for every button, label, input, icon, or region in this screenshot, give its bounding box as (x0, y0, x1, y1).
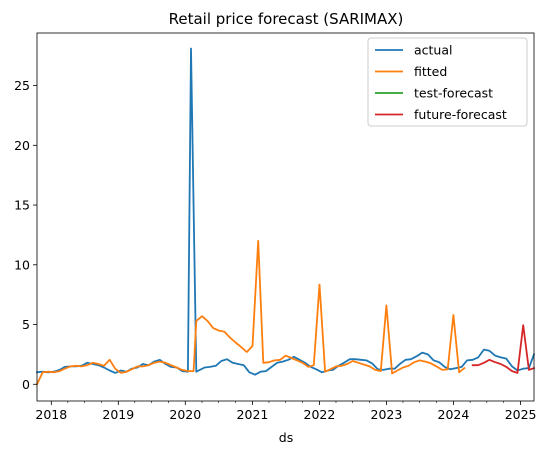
y-tick-label: 25 (14, 78, 30, 93)
series-line-actual (36, 47, 536, 376)
x-tick-label: 2019 (102, 407, 134, 422)
legend-label-fitted: fitted (414, 64, 447, 79)
x-axis-label: ds (279, 430, 293, 445)
x-tick-label: 2020 (169, 407, 201, 422)
legend-label-future-forecast: future-forecast (414, 107, 507, 122)
series-layer (35, 47, 536, 386)
series-line-fitted (35, 240, 466, 386)
legend: actual fitted test-forecast future-forecast (367, 37, 528, 127)
x-tick-label: 2022 (304, 407, 336, 422)
y-tick-label: 0 (22, 377, 30, 392)
y-tick-label: 5 (22, 317, 30, 332)
chart-title: Retail price forecast (SARIMAX) (169, 10, 404, 28)
x-tick-label: 2024 (438, 407, 470, 422)
x-tick-label: 2021 (237, 407, 269, 422)
y-tick-label: 15 (14, 198, 30, 213)
legend-label-actual: actual (414, 43, 453, 58)
x-tick-label: 2018 (35, 407, 67, 422)
y-tick-label: 20 (14, 138, 30, 153)
y-axis: 0 5 10 15 20 25 (14, 78, 37, 392)
legend-label-test-forecast: test-forecast (414, 86, 493, 101)
x-tick-label: 2023 (371, 407, 403, 422)
series-line-future-forecast (471, 324, 536, 374)
x-tick-label: 2025 (505, 407, 537, 422)
legend-box (367, 37, 528, 127)
x-axis: 2018 2019 2020 2021 2022 2023 2024 2025 (35, 401, 537, 422)
y-tick-label: 10 (14, 257, 30, 272)
